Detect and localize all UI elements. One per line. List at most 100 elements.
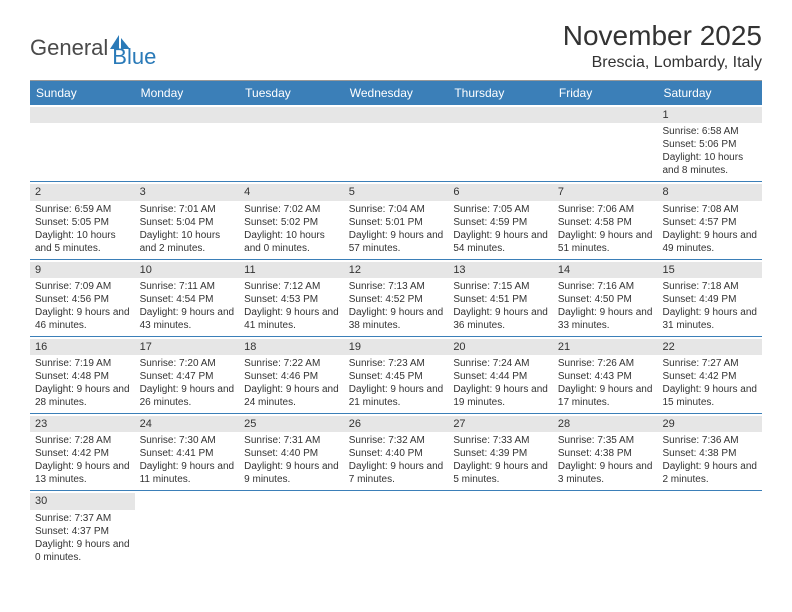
daylight-line: Daylight: 9 hours and 31 minutes. bbox=[662, 306, 757, 332]
sunset-line: Sunset: 4:51 PM bbox=[453, 293, 548, 306]
day-cell bbox=[239, 105, 344, 181]
day-number: 19 bbox=[344, 339, 449, 355]
daylight-line: Daylight: 9 hours and 19 minutes. bbox=[453, 383, 548, 409]
sunset-line: Sunset: 4:39 PM bbox=[453, 447, 548, 460]
day-number: 30 bbox=[30, 493, 135, 509]
daylight-line: Daylight: 9 hours and 11 minutes. bbox=[140, 460, 235, 486]
day-cell: 9Sunrise: 7:09 AMSunset: 4:56 PMDaylight… bbox=[30, 260, 135, 336]
day-cell: 24Sunrise: 7:30 AMSunset: 4:41 PMDayligh… bbox=[135, 414, 240, 490]
day-cell: 30Sunrise: 7:37 AMSunset: 4:37 PMDayligh… bbox=[30, 491, 135, 567]
day-cell bbox=[239, 491, 344, 567]
calendar: SundayMondayTuesdayWednesdayThursdayFrid… bbox=[30, 80, 762, 568]
daylight-line: Daylight: 9 hours and 0 minutes. bbox=[35, 538, 130, 564]
sunset-line: Sunset: 4:56 PM bbox=[35, 293, 130, 306]
empty-day-band bbox=[553, 107, 658, 123]
day-number: 22 bbox=[657, 339, 762, 355]
sunrise-line: Sunrise: 7:24 AM bbox=[453, 357, 548, 370]
daylight-line: Daylight: 9 hours and 13 minutes. bbox=[35, 460, 130, 486]
logo-sail-icon bbox=[110, 35, 130, 49]
daylight-line: Daylight: 10 hours and 5 minutes. bbox=[35, 229, 130, 255]
empty-day-band bbox=[448, 107, 553, 123]
day-cell: 7Sunrise: 7:06 AMSunset: 4:58 PMDaylight… bbox=[553, 182, 658, 258]
day-number: 7 bbox=[553, 184, 658, 200]
logo-text-general: General bbox=[30, 35, 108, 61]
day-number: 17 bbox=[135, 339, 240, 355]
empty-day-band bbox=[30, 107, 135, 123]
day-cell: 16Sunrise: 7:19 AMSunset: 4:48 PMDayligh… bbox=[30, 337, 135, 413]
daylight-line: Daylight: 9 hours and 5 minutes. bbox=[453, 460, 548, 486]
logo: General Blue bbox=[30, 26, 156, 70]
day-number: 23 bbox=[30, 416, 135, 432]
day-number: 29 bbox=[657, 416, 762, 432]
day-header: Sunday bbox=[30, 81, 135, 105]
day-number: 18 bbox=[239, 339, 344, 355]
day-cell: 14Sunrise: 7:16 AMSunset: 4:50 PMDayligh… bbox=[553, 260, 658, 336]
day-number: 8 bbox=[657, 184, 762, 200]
daylight-line: Daylight: 9 hours and 9 minutes. bbox=[244, 460, 339, 486]
day-number: 10 bbox=[135, 262, 240, 278]
sunrise-line: Sunrise: 7:23 AM bbox=[349, 357, 444, 370]
day-number: 15 bbox=[657, 262, 762, 278]
day-number: 2 bbox=[30, 184, 135, 200]
day-cell: 19Sunrise: 7:23 AMSunset: 4:45 PMDayligh… bbox=[344, 337, 449, 413]
sunset-line: Sunset: 4:47 PM bbox=[140, 370, 235, 383]
week-row: 23Sunrise: 7:28 AMSunset: 4:42 PMDayligh… bbox=[30, 414, 762, 491]
day-cell: 25Sunrise: 7:31 AMSunset: 4:40 PMDayligh… bbox=[239, 414, 344, 490]
day-cell: 22Sunrise: 7:27 AMSunset: 4:42 PMDayligh… bbox=[657, 337, 762, 413]
sunrise-line: Sunrise: 7:09 AM bbox=[35, 280, 130, 293]
day-number: 1 bbox=[657, 107, 762, 123]
sunrise-line: Sunrise: 7:31 AM bbox=[244, 434, 339, 447]
sunrise-line: Sunrise: 7:20 AM bbox=[140, 357, 235, 370]
sunset-line: Sunset: 4:49 PM bbox=[662, 293, 757, 306]
daylight-line: Daylight: 10 hours and 2 minutes. bbox=[140, 229, 235, 255]
sunset-line: Sunset: 4:38 PM bbox=[662, 447, 757, 460]
sunset-line: Sunset: 4:57 PM bbox=[662, 216, 757, 229]
daylight-line: Daylight: 9 hours and 33 minutes. bbox=[558, 306, 653, 332]
sunset-line: Sunset: 4:53 PM bbox=[244, 293, 339, 306]
sunrise-line: Sunrise: 7:04 AM bbox=[349, 203, 444, 216]
daylight-line: Daylight: 9 hours and 24 minutes. bbox=[244, 383, 339, 409]
day-number: 26 bbox=[344, 416, 449, 432]
daylight-line: Daylight: 9 hours and 3 minutes. bbox=[558, 460, 653, 486]
sunrise-line: Sunrise: 7:32 AM bbox=[349, 434, 444, 447]
day-cell: 21Sunrise: 7:26 AMSunset: 4:43 PMDayligh… bbox=[553, 337, 658, 413]
day-header: Wednesday bbox=[344, 81, 449, 105]
day-cell bbox=[344, 491, 449, 567]
month-title: November 2025 bbox=[563, 20, 762, 52]
sunset-line: Sunset: 4:43 PM bbox=[558, 370, 653, 383]
day-number: 6 bbox=[448, 184, 553, 200]
day-cell: 10Sunrise: 7:11 AMSunset: 4:54 PMDayligh… bbox=[135, 260, 240, 336]
day-cell bbox=[553, 105, 658, 181]
day-header-row: SundayMondayTuesdayWednesdayThursdayFrid… bbox=[30, 81, 762, 105]
day-cell: 6Sunrise: 7:05 AMSunset: 4:59 PMDaylight… bbox=[448, 182, 553, 258]
week-row: 1Sunrise: 6:58 AMSunset: 5:06 PMDaylight… bbox=[30, 105, 762, 182]
daylight-line: Daylight: 9 hours and 17 minutes. bbox=[558, 383, 653, 409]
sunset-line: Sunset: 4:58 PM bbox=[558, 216, 653, 229]
day-cell: 11Sunrise: 7:12 AMSunset: 4:53 PMDayligh… bbox=[239, 260, 344, 336]
sunrise-line: Sunrise: 7:02 AM bbox=[244, 203, 339, 216]
day-number: 25 bbox=[239, 416, 344, 432]
sunrise-line: Sunrise: 7:01 AM bbox=[140, 203, 235, 216]
sunrise-line: Sunrise: 7:19 AM bbox=[35, 357, 130, 370]
day-cell bbox=[448, 105, 553, 181]
day-number: 14 bbox=[553, 262, 658, 278]
day-cell: 23Sunrise: 7:28 AMSunset: 4:42 PMDayligh… bbox=[30, 414, 135, 490]
day-cell: 17 Sunrise: 7:20 AMSunset: 4:47 PMDayligh… bbox=[135, 337, 240, 413]
sunset-line: Sunset: 4:45 PM bbox=[349, 370, 444, 383]
sunrise-line: Sunrise: 7:22 AM bbox=[244, 357, 339, 370]
day-number: 4 bbox=[239, 184, 344, 200]
day-cell: 27Sunrise: 7:33 AMSunset: 4:39 PMDayligh… bbox=[448, 414, 553, 490]
sunset-line: Sunset: 4:46 PM bbox=[244, 370, 339, 383]
sunrise-line: Sunrise: 7:05 AM bbox=[453, 203, 548, 216]
sunrise-line: Sunrise: 7:16 AM bbox=[558, 280, 653, 293]
sunrise-line: Sunrise: 7:18 AM bbox=[662, 280, 757, 293]
sunset-line: Sunset: 5:06 PM bbox=[662, 138, 757, 151]
sunrise-line: Sunrise: 7:30 AM bbox=[140, 434, 235, 447]
sunrise-line: Sunrise: 7:11 AM bbox=[140, 280, 235, 293]
sunset-line: Sunset: 4:42 PM bbox=[35, 447, 130, 460]
daylight-line: Daylight: 9 hours and 51 minutes. bbox=[558, 229, 653, 255]
daylight-line: Daylight: 9 hours and 54 minutes. bbox=[453, 229, 548, 255]
daylight-line: Daylight: 9 hours and 26 minutes. bbox=[140, 383, 235, 409]
day-number: 16 bbox=[30, 339, 135, 355]
sunrise-line: Sunrise: 7:37 AM bbox=[35, 512, 130, 525]
